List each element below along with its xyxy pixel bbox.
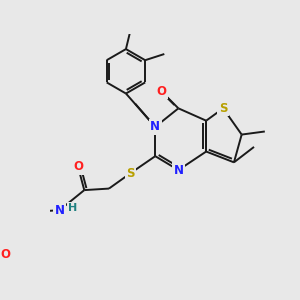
Text: N: N xyxy=(150,120,160,134)
Text: N: N xyxy=(55,204,64,217)
Text: H: H xyxy=(68,203,77,213)
Text: O: O xyxy=(156,85,167,98)
Text: O: O xyxy=(0,248,10,261)
Text: S: S xyxy=(219,102,227,115)
Text: O: O xyxy=(73,160,83,173)
Text: N: N xyxy=(173,164,183,177)
Text: S: S xyxy=(126,167,135,180)
